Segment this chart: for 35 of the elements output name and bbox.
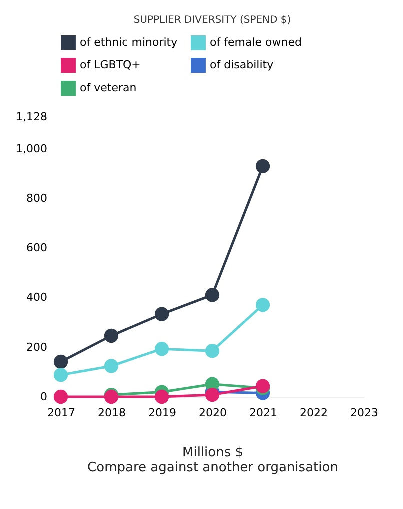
x-tick-label: 2018 (98, 406, 126, 420)
point (104, 359, 119, 374)
y-tick-label: 1,128 (16, 110, 48, 124)
point (205, 344, 220, 358)
legend-label: of female owned (210, 36, 302, 49)
y-tick-label: 0 (40, 390, 48, 404)
legend-label: of ethnic minority (80, 36, 178, 49)
y-tick-label: 200 (26, 340, 48, 354)
point (154, 307, 170, 322)
point (256, 159, 270, 174)
point (256, 298, 270, 312)
point (54, 368, 68, 382)
y-tick-label: 400 (26, 291, 48, 304)
text: Compare against another organisation (88, 460, 338, 476)
y-tick-label: 800 (26, 192, 48, 205)
point (205, 388, 220, 402)
x-tick-label: 2022 (300, 406, 328, 420)
x-axis-title: Millions $ (182, 446, 244, 460)
x-tick-label: 2017 (48, 406, 76, 420)
point (54, 354, 68, 370)
legend-label: of veteran (80, 82, 137, 94)
x-tick-label: 2019 (148, 406, 176, 420)
point (154, 342, 170, 356)
chart-title: SUPPLIER DIVERSITY (SPEND $) (134, 15, 292, 26)
x-tick-label: 2020 (199, 406, 227, 420)
point (205, 288, 220, 302)
legend-label: of disability (210, 58, 274, 72)
x-tick-label: 2023 (350, 406, 378, 420)
y-tick-label: 600 (26, 242, 48, 255)
point (54, 390, 68, 404)
x-tick-label: 2021 (250, 406, 278, 420)
legend-label: of LGBTQ+ (80, 58, 141, 72)
y-tick-label: 1,000 (16, 142, 48, 156)
point (104, 328, 119, 343)
point (154, 390, 170, 404)
